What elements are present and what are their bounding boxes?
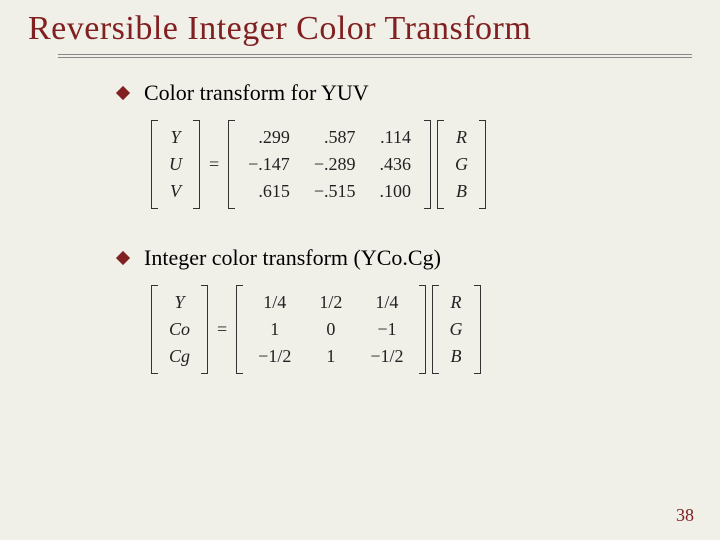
page-number: 38 [676,505,694,526]
matrix-cell: U [159,151,192,178]
matrix-cell: G [440,316,473,343]
matrix-cell: −.515 [302,178,368,205]
yuv-output-vector: Y U V [151,120,200,209]
matrix-cell: −1/2 [356,343,417,370]
matrix-cell: B [440,343,473,370]
matrix-cell: −.289 [302,151,368,178]
ycocg-equation: Y Co Cg = 1/4 1/2 1/4 1 0 −1 −1/2 [148,285,692,374]
matrix-cell: .299 [236,124,302,151]
matrix-cell: .100 [367,178,423,205]
bullet-1-text: Color transform for YUV [144,80,369,106]
title-underline [58,54,692,58]
slide: Reversible Integer Color Transform Color… [0,0,720,540]
matrix-cell: .436 [367,151,423,178]
diamond-bullet-icon [116,86,130,100]
matrix-cell: 1/2 [305,289,356,316]
matrix-cell: Co [159,316,200,343]
matrix-cell: −1/2 [244,343,305,370]
matrix-cell: .615 [236,178,302,205]
ycocg-output-vector: Y Co Cg [151,285,208,374]
matrix-cell: 1 [244,316,305,343]
matrix-cell: Y [159,124,192,151]
yuv-coefficient-matrix: .299 .587 .114 −.147 −.289 .436 .615 −.5… [228,120,431,209]
matrix-cell: 1 [305,343,356,370]
bullet-1: Color transform for YUV [118,80,692,106]
ycocg-coefficient-matrix: 1/4 1/2 1/4 1 0 −1 −1/2 1 −1/2 [236,285,425,374]
matrix-cell: 1/4 [356,289,417,316]
equals-sign: = [217,319,227,340]
matrix-cell: B [445,178,478,205]
matrix-cell: −1 [356,316,417,343]
ycocg-input-vector: R G B [432,285,481,374]
matrix-cell: G [445,151,478,178]
matrix-cell: −.147 [236,151,302,178]
matrix-cell: .587 [302,124,368,151]
matrix-cell: R [440,289,473,316]
slide-title: Reversible Integer Color Transform [28,10,692,48]
bullet-2: Integer color transform (YCo.Cg) [118,245,692,271]
matrix-cell: Y [159,289,200,316]
bullet-2-text: Integer color transform (YCo.Cg) [144,245,441,271]
matrix-cell: 1/4 [244,289,305,316]
equals-sign: = [209,154,219,175]
yuv-equation: Y U V = .299 .587 .114 −.147 −.289 .436 … [148,120,692,209]
diamond-bullet-icon [116,251,130,265]
matrix-cell: V [159,178,192,205]
matrix-cell: Cg [159,343,200,370]
yuv-input-vector: R G B [437,120,486,209]
matrix-cell: 0 [305,316,356,343]
matrix-cell: R [445,124,478,151]
matrix-cell: .114 [367,124,423,151]
